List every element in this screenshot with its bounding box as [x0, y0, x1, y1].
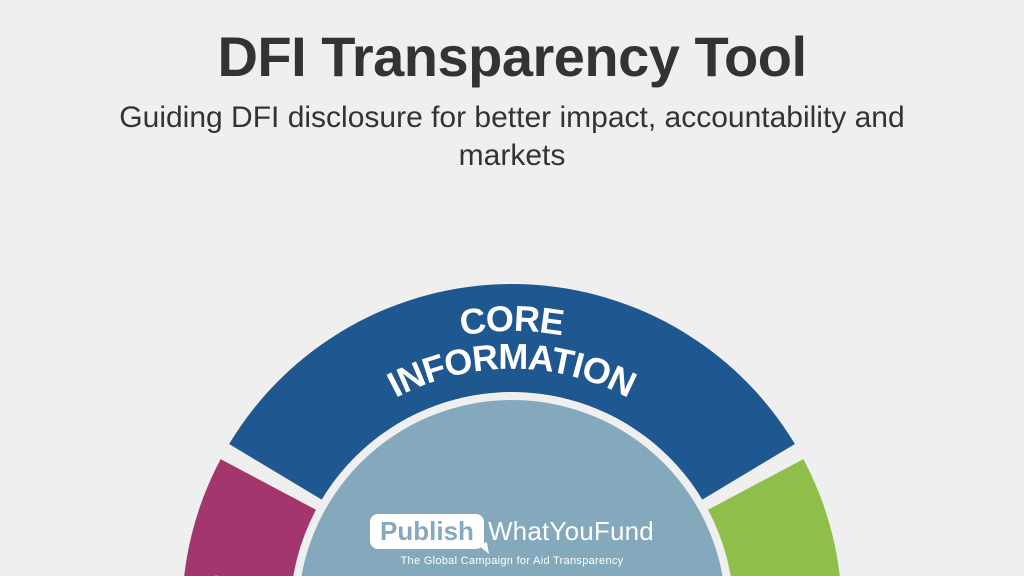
center-logo: Publish WhatYouFund The Global Campaign … [352, 514, 672, 567]
donut-chart: CTMENTCOREINFORMATIONFININFO Publish Wha… [162, 264, 862, 576]
logo-bubble: Publish [370, 514, 484, 549]
page-title: DFI Transparency Tool [0, 24, 1024, 89]
donut-chart-container: CTMENTCOREINFORMATIONFININFO Publish Wha… [0, 264, 1024, 576]
logo-tagline: The Global Campaign for Aid Transparency [352, 555, 672, 567]
logo-row: Publish WhatYouFund [352, 514, 672, 549]
page-subtitle: Guiding DFI disclosure for better impact… [0, 99, 1024, 174]
logo-rest-text: WhatYouFund [488, 516, 654, 547]
